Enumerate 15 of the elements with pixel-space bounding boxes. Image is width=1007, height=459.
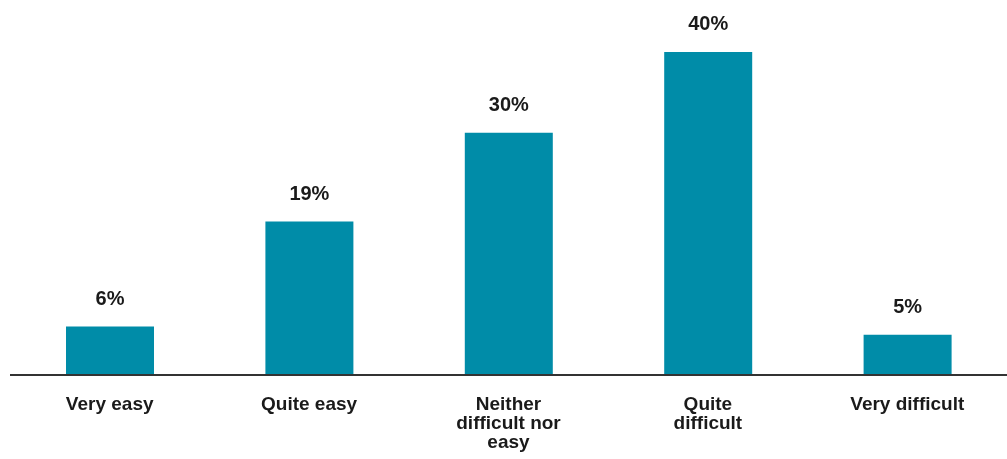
x-tick-label: Quite easy — [261, 393, 358, 415]
data-label: 6% — [95, 286, 125, 309]
data-label: 19% — [289, 181, 330, 204]
x-tick-label: Neither difficult nor easy — [456, 393, 562, 453]
x-tick-label: Very difficult — [850, 393, 965, 415]
data-label: 40% — [688, 12, 729, 34]
bar — [464, 132, 553, 375]
bar — [66, 326, 154, 375]
data-label: 5% — [893, 294, 923, 317]
data-label: 30% — [488, 92, 530, 115]
bar — [863, 334, 952, 375]
bar — [265, 221, 354, 375]
bar — [664, 52, 753, 375]
x-tick-label: Quite difficult — [673, 393, 743, 434]
x-tick-label: Very easy — [65, 393, 154, 415]
